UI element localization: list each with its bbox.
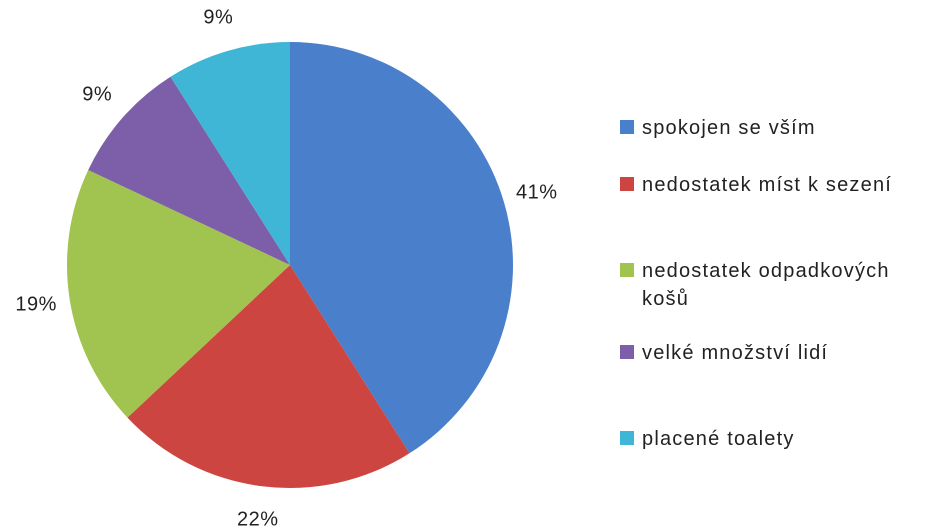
data-label: 9%: [82, 83, 112, 105]
legend-swatch: [620, 345, 634, 359]
legend-item: nedostatek míst k sezení: [620, 171, 892, 199]
pie-slice: [127, 265, 410, 489]
legend-label: nedostatek odpadkových košů: [642, 260, 890, 310]
legend-label: spokojen se vším: [642, 117, 816, 139]
pie-slice: [88, 76, 290, 265]
legend-label: placené toalety: [642, 428, 795, 450]
legend: spokojen se vším nedostatek míst k sezení…: [620, 0, 936, 529]
legend-swatch: [620, 120, 634, 134]
data-label: 41%: [516, 182, 558, 204]
pie-slice: [170, 42, 290, 265]
legend-item: velké množství lidí: [620, 339, 828, 367]
legend-label: nedostatek míst k sezení: [642, 174, 893, 196]
legend-item: nedostatek odpadkových košů: [620, 257, 927, 313]
data-label: 19%: [15, 293, 57, 315]
pie-slice: [66, 170, 290, 418]
legend-swatch: [620, 177, 634, 191]
pie-slice: [290, 42, 514, 454]
data-label: 22%: [237, 508, 279, 529]
data-label: 9%: [203, 6, 233, 28]
legend-item: spokojen se vším: [620, 114, 816, 142]
legend-label: velké množství lidí: [642, 342, 829, 364]
legend-swatch: [620, 431, 634, 445]
legend-item: placené toalety: [620, 425, 795, 453]
legend-swatch: [620, 263, 634, 277]
